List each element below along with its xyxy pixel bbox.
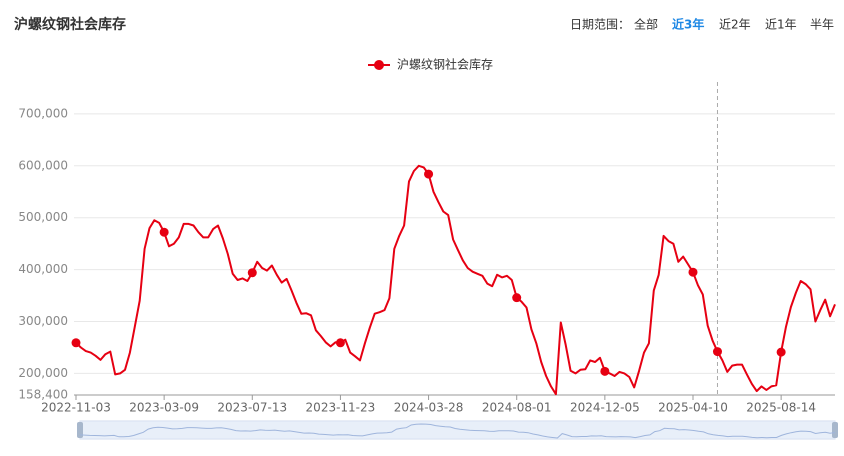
x-tick-label: 2024-08-01 [482, 401, 552, 415]
zoom-window[interactable] [80, 421, 835, 439]
zoom-preview [79, 423, 836, 439]
y-tick-label: 700,000 [18, 106, 68, 120]
zoom-slider[interactable] [77, 420, 838, 440]
data-point[interactable] [247, 268, 257, 278]
x-tick-label: 2024-12-05 [570, 401, 640, 415]
series-line [75, 164, 836, 396]
legend: 沪螺纹钢社会库存 [368, 57, 493, 72]
data-point[interactable] [159, 227, 169, 237]
legend-marker [374, 60, 384, 70]
y-tick-label: 300,000 [18, 314, 68, 328]
data-point[interactable] [335, 338, 345, 348]
x-tick-label: 2025-08-14 [746, 401, 816, 415]
x-tick-label: 2023-11-23 [306, 401, 376, 415]
data-point[interactable] [712, 347, 722, 357]
x-tick-label: 2025-04-10 [658, 401, 728, 415]
y-tick-label: 500,000 [18, 210, 68, 224]
range-option[interactable]: 近1年 [765, 18, 797, 32]
range-option[interactable]: 近3年 [672, 17, 704, 32]
chart-title: 沪螺纹钢社会库存 [14, 16, 126, 33]
data-point[interactable] [776, 347, 786, 357]
data-point[interactable] [71, 338, 81, 348]
y-tick-label: 400,000 [18, 262, 68, 276]
data-point[interactable] [424, 169, 434, 179]
y-tick-label: 200,000 [18, 366, 68, 380]
y-tick-label: 158,400 [18, 388, 68, 402]
x-tick-label: 2022-11-03 [41, 401, 111, 415]
range-option[interactable]: 半年 [810, 18, 834, 32]
data-point[interactable] [512, 293, 522, 303]
range-option[interactable]: 全部 [634, 17, 658, 32]
range-label: 日期范围： [570, 18, 630, 32]
data-point[interactable] [600, 366, 610, 376]
x-tick-label: 2023-03-09 [129, 401, 199, 415]
data-point[interactable] [688, 267, 698, 277]
range-option[interactable]: 近2年 [719, 18, 751, 32]
y-tick-label: 600,000 [18, 158, 68, 172]
legend-label: 沪螺纹钢社会库存 [397, 57, 493, 72]
x-tick-label: 2023-07-13 [217, 401, 287, 415]
x-tick-label: 2024-03-28 [394, 401, 464, 415]
zoom-handle[interactable] [832, 422, 838, 438]
zoom-handle[interactable] [77, 422, 83, 438]
